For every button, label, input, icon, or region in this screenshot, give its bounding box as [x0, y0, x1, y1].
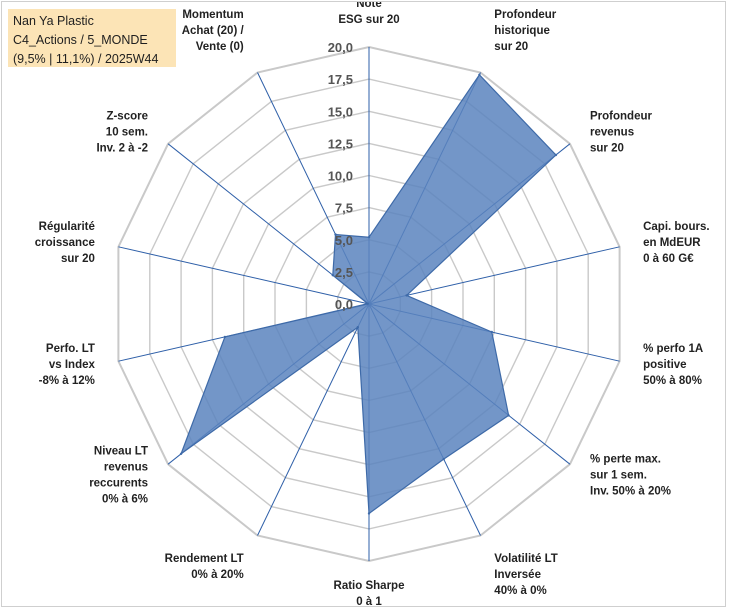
axis-label-line: 0% à 20%	[191, 569, 243, 581]
tick-label: 2,5	[335, 265, 353, 280]
axis-label: Z-score 10 sem. Inv. 2 à -2	[96, 111, 148, 155]
title-line-1: Nan Ya Plastic	[13, 14, 94, 28]
axis-label-line: vs Index	[49, 359, 96, 371]
tick-label: 10,0	[328, 169, 353, 184]
axis-label-line: 10 sem.	[106, 127, 148, 139]
axis-label-line: Inversée	[494, 569, 541, 581]
axis-label-line: % perfo 1A	[643, 343, 703, 355]
data-point-11	[366, 302, 369, 305]
data-point-4	[490, 330, 493, 334]
axis-label-line: Achat (20) /	[182, 25, 245, 37]
axis-label-line: historique	[494, 25, 550, 37]
axis-label-line: Ratio Sharpe	[334, 580, 405, 592]
axis-label-line: Inv. 2 à -2	[96, 143, 148, 155]
axis-label-line: ESG sur 20	[338, 14, 399, 26]
data-point-3	[405, 294, 408, 297]
axis-label-line: Inv. 50% à 20%	[590, 486, 671, 498]
data-point-13	[334, 233, 337, 236]
axis-label-line: positive	[643, 359, 686, 371]
axis-label-line: Vente (0)	[196, 41, 244, 53]
axis-label-line: sur 20	[494, 41, 528, 53]
axis-label-line: revenus	[104, 462, 148, 474]
axis-label: Régularité croissance sur 20	[35, 221, 95, 265]
axis-labels: Note ESG sur 20 Profondeur historique sur 20…	[35, 2, 710, 608]
axis-label-line: en MdEUR	[643, 237, 701, 249]
axis-label: Niveau LT revenus reccurents 0% à 6%	[89, 446, 148, 506]
axis-label-line: reccurents	[89, 478, 148, 490]
axis-label-line: Profondeur	[590, 111, 652, 123]
axis-label-line: % perte max.	[590, 454, 661, 466]
axis-label-line: croissance	[35, 237, 95, 249]
axis-label-line: 0% à 6%	[102, 494, 148, 506]
data-point-9	[179, 452, 183, 455]
axis-label: Volatilité LT Inversée 40% à 0%	[494, 553, 557, 597]
tick-label: 15,0	[328, 104, 353, 119]
axis-label-line: 40% à 0%	[494, 585, 546, 597]
axis-label: Rendement LT 0% à 20%	[165, 553, 244, 581]
tick-label: 17,5	[328, 72, 353, 87]
axis-label: Capi. bours. en MdEUR 0 à 60 G€	[643, 221, 709, 265]
axis-label-line: 0 à 1	[356, 596, 382, 608]
axis-label: Momentum Achat (20) / Vente (0)	[182, 9, 245, 53]
data-point-5	[507, 414, 510, 417]
axis-label: % perte max. sur 1 sem. Inv. 50% à 20%	[590, 454, 671, 498]
axis-label-line: revenus	[590, 127, 634, 139]
data-point-6	[442, 457, 445, 461]
axis-label: Ratio Sharpe 0 à 1	[334, 580, 405, 608]
axis-label-line: Profondeur	[494, 9, 556, 21]
axis-label-line: Rendement LT	[165, 553, 244, 565]
chart-title-box: Nan Ya Plastic C4_Actions / 5_MONDE (9,5…	[8, 9, 176, 67]
tick-label: 5,0	[335, 233, 353, 248]
tick-label: 7,5	[335, 201, 353, 216]
axis-spoke-8	[257, 303, 370, 536]
axis-label-line: Z-score	[106, 111, 148, 123]
tick-label: 20,0	[328, 40, 353, 55]
axis-label-line: sur 1 sem.	[590, 470, 647, 482]
axis-label-line: -8% à 12%	[39, 375, 95, 387]
axis-label: Perfo. LT vs Index -8% à 12%	[39, 343, 96, 387]
axis-label-line: Régularité	[39, 221, 95, 233]
axis-label-line: Capi. bours.	[643, 221, 709, 233]
axis-spoke-11	[118, 246, 370, 305]
tick-label: 12,5	[328, 136, 353, 151]
axis-label-line: 50% à 80%	[643, 375, 702, 387]
axis-spoke-3	[368, 246, 620, 305]
title-line-3: (9,5% | 11,1%) / 2025W44	[13, 52, 159, 66]
data-point-12	[331, 274, 334, 277]
axis-label-line: sur 20	[590, 143, 624, 155]
axis-label-line: Momentum	[182, 9, 243, 21]
title-line-2: C4_Actions / 5_MONDE	[13, 33, 148, 47]
axis-label-line: Perfo. LT	[46, 343, 95, 355]
axis-label: % perfo 1A positive 50% à 80%	[643, 343, 703, 387]
axis-label-line: Note	[356, 2, 382, 10]
axis-label: Profondeur revenus sur 20	[590, 111, 652, 155]
data-point-2	[554, 153, 558, 157]
tick-label: 0,0	[335, 297, 353, 312]
data-point-0	[367, 236, 371, 239]
data-point-8	[356, 326, 359, 329]
radial-tick-labels: 0,0 2,5 5,0 7,5 10,0 12,5 15,0 17,5 20,0	[328, 40, 353, 312]
data-point-7	[367, 512, 371, 515]
axis-label-line: sur 20	[61, 253, 95, 265]
axis-label: Profondeur historique sur 20	[494, 9, 556, 53]
data-point-10	[223, 335, 227, 339]
data-point-1	[478, 73, 481, 77]
axis-label-line: 0 à 60 G€	[643, 253, 694, 265]
axis-label-line: Niveau LT	[94, 446, 148, 458]
axis-label-line: Volatilité LT	[494, 553, 557, 565]
axis-label: Note ESG sur 20	[338, 2, 399, 26]
radar-series	[179, 73, 558, 515]
